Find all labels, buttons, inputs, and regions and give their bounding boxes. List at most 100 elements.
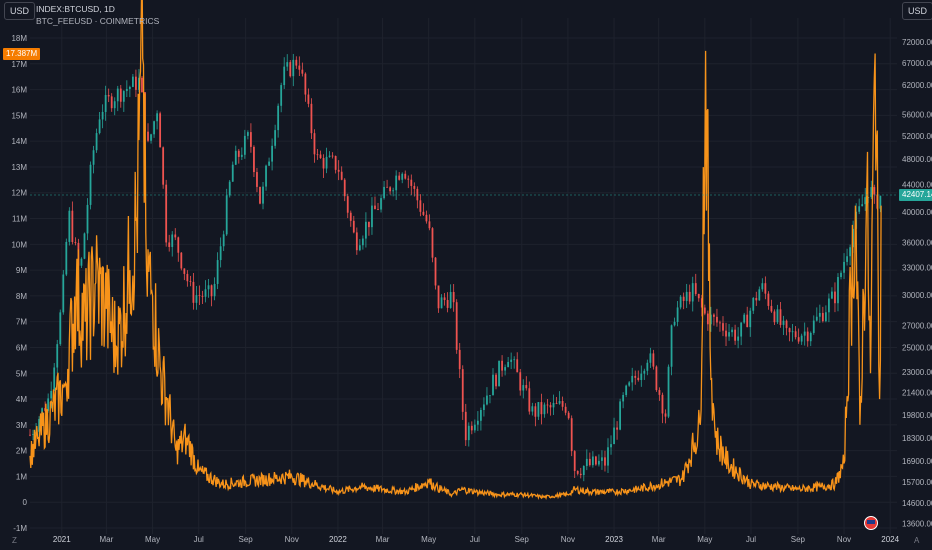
right-tick-label: 27000.00 (902, 321, 932, 330)
btc-candle-body (56, 344, 59, 368)
btc-candle-body (507, 361, 510, 368)
time-tick-label: 2023 (605, 535, 623, 544)
btc-candle-body (588, 458, 591, 466)
btc-candle-body (346, 196, 349, 213)
btc-candle-body (537, 402, 540, 417)
right-axis: 72000.00 67000.00 62000.00 56000.00 52000.00… (902, 38, 932, 529)
btc-candle-body (355, 232, 358, 251)
right-currency-button[interactable]: USD (902, 2, 932, 20)
btc-candle-body (782, 320, 785, 325)
zoom-toggle-button[interactable]: Z (12, 536, 17, 545)
auto-scale-button[interactable]: A (914, 536, 920, 545)
btc-candle-body (458, 349, 461, 370)
btc-candle-body (101, 111, 104, 120)
btc-candle-body (407, 178, 410, 180)
btc-candle-body (47, 398, 50, 411)
left-tick-label: 16M (11, 86, 27, 95)
btc-candle-body (640, 373, 643, 380)
left-tick-label: 0 (23, 498, 28, 507)
btc-candle-body (761, 283, 764, 290)
btc-candle-body (380, 198, 382, 210)
left-tick-label: 13M (11, 163, 27, 172)
right-tick-label: 18300.00 (902, 434, 932, 443)
btc-candle-body (661, 394, 664, 414)
btc-candle-body (371, 205, 373, 228)
btc-candle-body (467, 425, 470, 441)
btc-current-price-tag: 42407.14 (899, 188, 932, 201)
btc-candle-body (98, 119, 101, 134)
btc-candle-body (298, 65, 301, 70)
btc-candle-body (65, 241, 68, 275)
btc-candle-body (591, 456, 594, 466)
btc-candle-body (192, 281, 195, 303)
btc-candle-body (549, 405, 552, 408)
btc-candle-body (673, 321, 676, 326)
btc-candle-body (213, 283, 216, 297)
left-tick-label: 6M (16, 343, 27, 352)
btc-candle-body (688, 291, 691, 302)
btc-candle-body (803, 331, 806, 336)
left-tick-label: 2M (16, 447, 27, 456)
btc-candle-body (555, 402, 558, 404)
btc-candle-body (277, 105, 280, 131)
btc-candle-body (71, 210, 74, 243)
btc-candle-body (395, 175, 398, 191)
btc-candle-body (368, 221, 370, 228)
btc-candle-body (558, 401, 561, 404)
btc-candle-body (153, 121, 155, 135)
btc-candle-body (682, 296, 685, 301)
btc-candle-body (746, 314, 749, 328)
btc-candle-body (492, 374, 494, 396)
btc-candle-body (504, 367, 507, 371)
btc-candle-body (861, 204, 864, 207)
right-tick-label: 13600.00 (902, 520, 932, 529)
btc-candle-body (522, 385, 525, 391)
btc-candle-body (53, 367, 56, 391)
symbol-legend[interactable]: INDEX:BTCUSD, 1D (36, 4, 115, 14)
btc-candle-body (722, 323, 724, 331)
btc-candle-body (464, 411, 467, 441)
btc-candle-body (204, 289, 207, 297)
right-tick-label: 15700.00 (902, 478, 932, 487)
time-tick-label: Mar (652, 535, 666, 544)
btc-candle-body (295, 59, 298, 66)
btc-candle-body (452, 291, 455, 303)
fee-series-line (29, 0, 882, 501)
btc-candle-body (567, 412, 570, 419)
left-currency-button[interactable]: USD (4, 2, 36, 20)
btc-candle-body (601, 457, 603, 461)
btc-candle-body (585, 458, 588, 466)
btc-candle-body (831, 291, 833, 299)
right-tick-label: 52000.00 (902, 132, 932, 141)
btc-candle-body (377, 209, 379, 210)
right-tick-label: 25000.00 (902, 344, 932, 353)
btc-candle-body (806, 331, 809, 342)
us-flag-icon[interactable] (864, 516, 878, 530)
left-tick-label: 12M (11, 189, 27, 198)
btc-candle-body (246, 132, 249, 136)
btc-candle-body (110, 96, 113, 109)
left-tick-label: 14M (11, 137, 27, 146)
btc-candle-body (389, 187, 392, 192)
time-tick-label: Sep (791, 535, 806, 544)
btc-candle-body (428, 221, 431, 229)
btc-candle-body (413, 185, 416, 189)
btc-candle-body (864, 197, 867, 205)
btc-candle-body (168, 242, 171, 247)
btc-candle-body (764, 283, 767, 294)
btc-candle-body (607, 447, 609, 466)
right-tick-label: 14600.00 (902, 499, 932, 508)
btc-candle-body (700, 298, 703, 308)
btc-candle-body (676, 307, 679, 322)
indicator-legend[interactable]: BTC_FEEUSD · COINMETRICS (36, 16, 160, 26)
time-tick-label: May (421, 535, 436, 544)
btc-candle-body (622, 394, 625, 402)
btc-candle-body (446, 300, 449, 308)
btc-candle-body (495, 374, 497, 387)
btc-candle-body (794, 331, 797, 338)
btc-candle-body (486, 395, 488, 405)
btc-candle-body (358, 245, 361, 251)
btc-candle-body (649, 353, 652, 363)
btc-candle-body (473, 424, 476, 431)
